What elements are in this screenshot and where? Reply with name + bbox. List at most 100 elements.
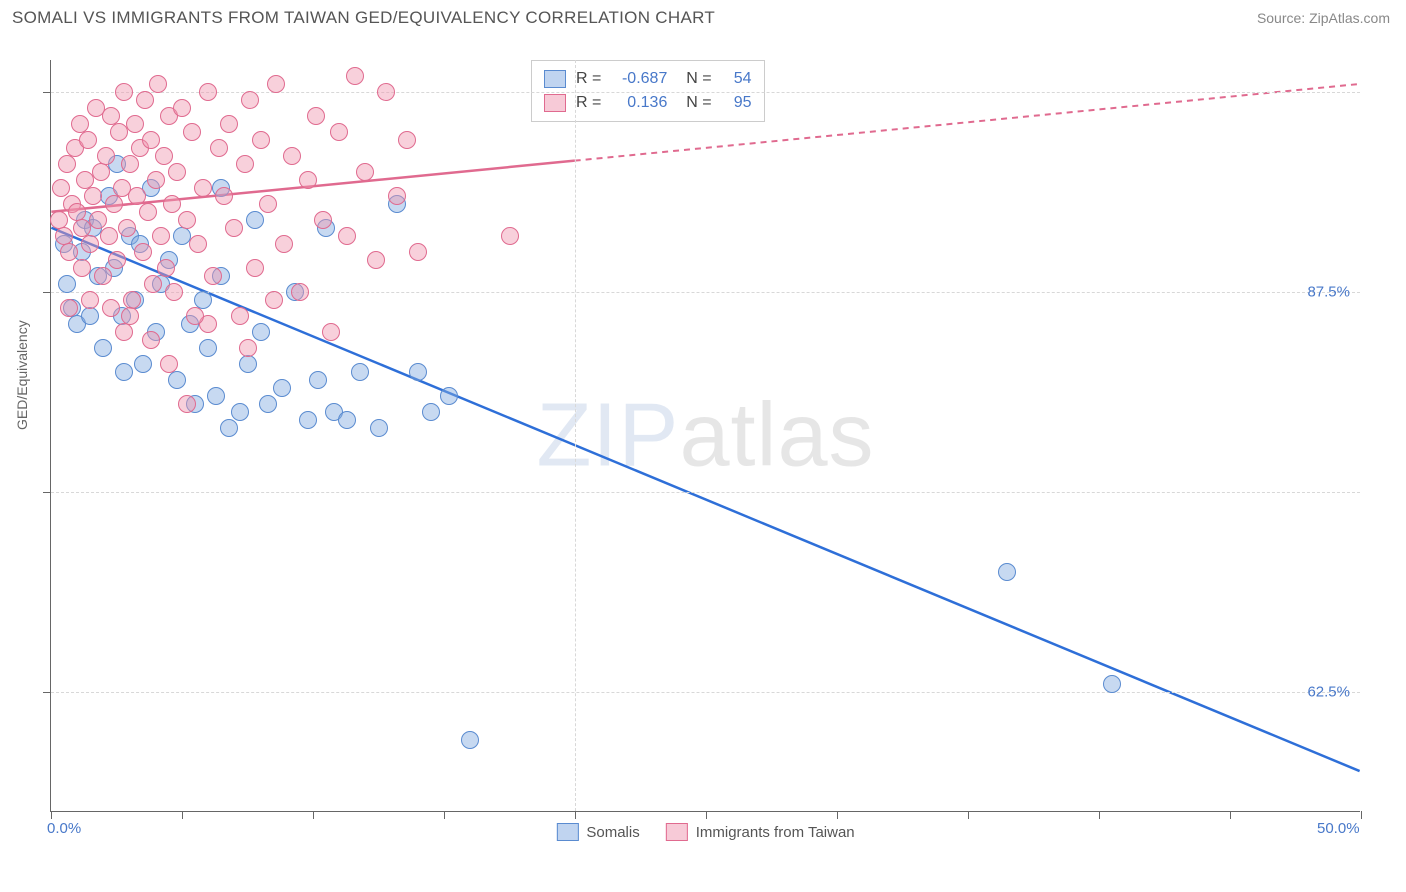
n-value-taiwan: 95 (722, 91, 752, 115)
chart-source: Source: ZipAtlas.com (1257, 10, 1390, 26)
data-point (52, 179, 70, 197)
data-point (102, 299, 120, 317)
data-point (152, 227, 170, 245)
data-point (356, 163, 374, 181)
x-tick-label: 0.0% (47, 820, 81, 837)
data-point (351, 363, 369, 381)
data-point (97, 147, 115, 165)
swatch-pink (544, 94, 566, 112)
data-point (178, 211, 196, 229)
data-point (58, 275, 76, 293)
data-point (283, 147, 301, 165)
r-label: R = (576, 91, 601, 115)
data-point (231, 307, 249, 325)
data-point (165, 283, 183, 301)
data-point (155, 147, 173, 165)
data-point (168, 371, 186, 389)
data-point (123, 291, 141, 309)
data-point (115, 323, 133, 341)
data-point (139, 203, 157, 221)
data-point (134, 243, 152, 261)
data-point (998, 563, 1016, 581)
data-point (246, 211, 264, 229)
data-point (409, 243, 427, 261)
data-point (168, 163, 186, 181)
legend-label-taiwan: Immigrants from Taiwan (696, 824, 855, 841)
data-point (183, 123, 201, 141)
data-point (60, 299, 78, 317)
data-point (246, 259, 264, 277)
data-point (299, 171, 317, 189)
scatter-chart: ZIPatlas R = -0.687 N = 54 R = 0.136 N =… (50, 60, 1360, 812)
gridline-h (51, 492, 1360, 493)
data-point (149, 75, 167, 93)
data-point (199, 339, 217, 357)
data-point (275, 235, 293, 253)
data-point (121, 155, 139, 173)
series-legend: Somalis Immigrants from Taiwan (556, 823, 854, 841)
data-point (346, 67, 364, 85)
data-point (108, 251, 126, 269)
data-point (118, 219, 136, 237)
data-point (81, 307, 99, 325)
data-point (241, 91, 259, 109)
swatch-blue (556, 823, 578, 841)
data-point (409, 363, 427, 381)
data-point (210, 139, 228, 157)
data-point (1103, 675, 1121, 693)
data-point (307, 107, 325, 125)
legend-label-somalis: Somalis (586, 824, 639, 841)
data-point (160, 355, 178, 373)
data-point (338, 227, 356, 245)
data-point (220, 115, 238, 133)
data-point (267, 75, 285, 93)
data-point (231, 403, 249, 421)
data-point (84, 187, 102, 205)
data-point (94, 267, 112, 285)
data-point (422, 403, 440, 421)
y-tick-label: 87.5% (1307, 284, 1350, 301)
y-axis-label: GED/Equivalency (14, 320, 30, 430)
legend-item-somalis: Somalis (556, 823, 639, 841)
x-tick-label: 50.0% (1317, 820, 1360, 837)
data-point (134, 355, 152, 373)
data-point (194, 179, 212, 197)
data-point (199, 83, 217, 101)
data-point (388, 187, 406, 205)
data-point (236, 155, 254, 173)
data-point (142, 131, 160, 149)
data-point (273, 379, 291, 397)
chart-title: SOMALI VS IMMIGRANTS FROM TAIWAN GED/EQU… (12, 8, 715, 28)
data-point (58, 155, 76, 173)
data-point (322, 323, 340, 341)
legend-item-taiwan: Immigrants from Taiwan (666, 823, 855, 841)
data-point (189, 235, 207, 253)
data-point (81, 235, 99, 253)
gridline-h (51, 292, 1360, 293)
data-point (204, 267, 222, 285)
data-point (207, 387, 225, 405)
data-point (178, 395, 196, 413)
data-point (252, 323, 270, 341)
data-point (314, 211, 332, 229)
data-point (309, 371, 327, 389)
chart-header: SOMALI VS IMMIGRANTS FROM TAIWAN GED/EQU… (0, 0, 1406, 32)
data-point (94, 339, 112, 357)
data-point (115, 363, 133, 381)
data-point (440, 387, 458, 405)
n-label: N = (677, 67, 711, 91)
data-point (377, 83, 395, 101)
data-point (92, 163, 110, 181)
n-value-somalis: 54 (722, 67, 752, 91)
data-point (89, 211, 107, 229)
data-point (81, 291, 99, 309)
r-label: R = (576, 67, 601, 91)
gridline-h (51, 692, 1360, 693)
data-point (259, 195, 277, 213)
data-point (252, 131, 270, 149)
data-point (128, 187, 146, 205)
data-point (265, 291, 283, 309)
data-point (239, 339, 257, 357)
data-point (398, 131, 416, 149)
data-point (173, 99, 191, 117)
